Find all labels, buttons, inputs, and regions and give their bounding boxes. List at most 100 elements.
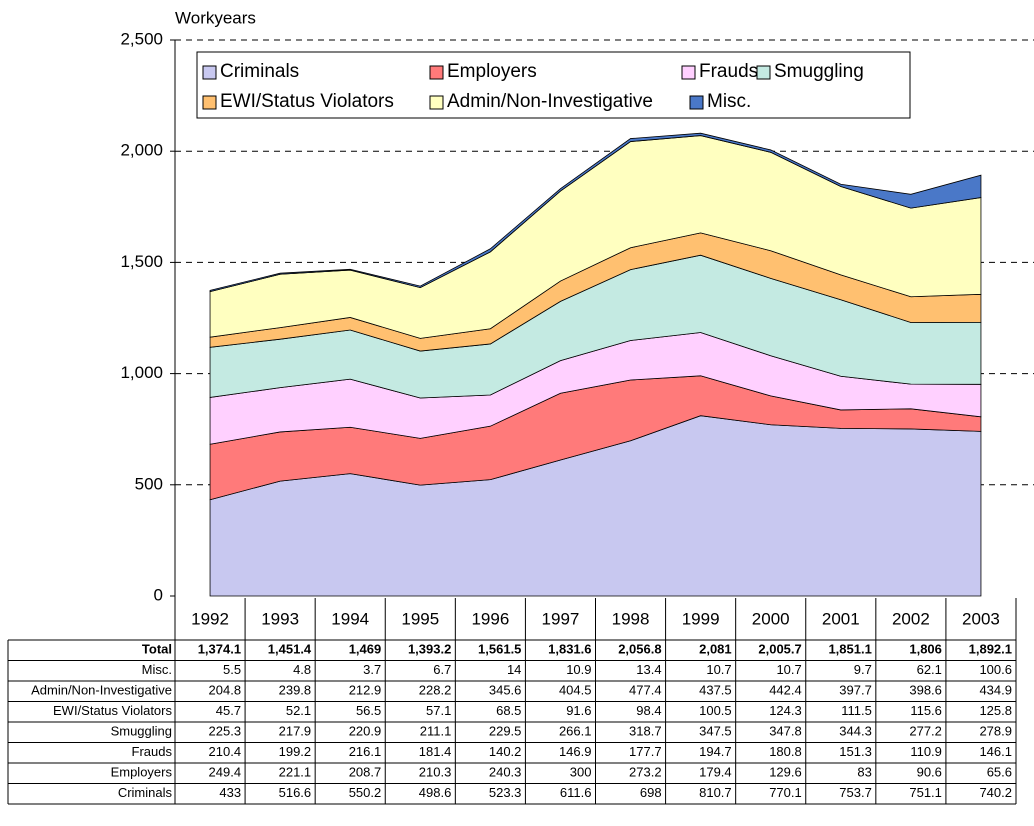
legend-label: Smuggling bbox=[774, 61, 864, 82]
x-tick-label: 1999 bbox=[682, 609, 720, 628]
table-cell: 433 bbox=[219, 785, 241, 800]
table-cell: 204.8 bbox=[209, 683, 242, 698]
x-tick-label: 1992 bbox=[191, 609, 229, 628]
table-cell: 1,831.6 bbox=[548, 642, 591, 657]
row-label: Total bbox=[142, 642, 172, 657]
table-cell: 4.8 bbox=[293, 662, 311, 677]
row-label: Smuggling bbox=[111, 724, 172, 739]
table-cell: 434.9 bbox=[979, 683, 1012, 698]
legend-label: EWI/Status Violators bbox=[220, 91, 394, 112]
table-cell: 266.1 bbox=[559, 724, 592, 739]
table-cell: 45.7 bbox=[216, 703, 241, 718]
table-cell: 100.5 bbox=[699, 703, 732, 718]
x-tick-label: 2001 bbox=[822, 609, 860, 628]
table-cell: 1,451.4 bbox=[268, 642, 312, 657]
table-cell: 611.6 bbox=[560, 785, 592, 800]
row-label: EWI/Status Violators bbox=[53, 703, 172, 718]
legend-label: Admin/Non-Investigative bbox=[447, 91, 653, 112]
legend-swatch bbox=[429, 95, 444, 110]
table-cell: 100.6 bbox=[979, 662, 1012, 677]
table-cell: 477.4 bbox=[629, 683, 662, 698]
table-cell: 115.6 bbox=[910, 703, 942, 718]
table-cell: 347.5 bbox=[699, 724, 732, 739]
table-cell: 240.3 bbox=[489, 765, 522, 780]
row-label: Misc. bbox=[142, 662, 172, 677]
row-label: Frauds bbox=[132, 744, 173, 759]
table-cell: 404.5 bbox=[559, 683, 592, 698]
table-cell: 810.7 bbox=[699, 785, 732, 800]
table-cell: 740.2 bbox=[979, 785, 1012, 800]
table-cell: 180.8 bbox=[769, 744, 802, 759]
table-cell: 278.9 bbox=[979, 724, 1012, 739]
y-tick-label: 2,500 bbox=[120, 29, 163, 48]
table-cell: 345.6 bbox=[489, 683, 522, 698]
table-cell: 221.1 bbox=[279, 765, 312, 780]
table-cell: 1,806 bbox=[909, 642, 942, 657]
table-cell: 228.2 bbox=[419, 683, 452, 698]
legend-swatch bbox=[756, 65, 771, 80]
table-cell: 1,892.1 bbox=[969, 642, 1012, 657]
table-cell: 140.2 bbox=[489, 744, 522, 759]
table-cell: 57.1 bbox=[426, 703, 451, 718]
legend-label: Employers bbox=[447, 61, 537, 82]
table-cell: 52.1 bbox=[286, 703, 311, 718]
table-cell: 146.9 bbox=[559, 744, 592, 759]
table-cell: 98.4 bbox=[636, 703, 661, 718]
legend-label: Frauds bbox=[699, 61, 758, 82]
x-tick-label: 1997 bbox=[542, 609, 580, 628]
table-cell: 210.4 bbox=[209, 744, 242, 759]
table-cell: 229.5 bbox=[489, 724, 522, 739]
table-cell: 220.9 bbox=[349, 724, 382, 739]
table-cell: 199.2 bbox=[279, 744, 312, 759]
table-cell: 318.7 bbox=[629, 724, 662, 739]
y-tick-label: 2,000 bbox=[120, 141, 163, 160]
x-tick-label: 1998 bbox=[612, 609, 650, 628]
table-cell: 194.7 bbox=[699, 744, 732, 759]
table-cell: 83 bbox=[857, 765, 871, 780]
legend-box bbox=[196, 51, 911, 119]
y-axis-label: Workyears bbox=[175, 8, 256, 27]
table-cell: 1,851.1 bbox=[828, 642, 871, 657]
table-cell: 239.8 bbox=[279, 683, 312, 698]
row-label: Employers bbox=[111, 765, 173, 780]
y-tick-label: 1,500 bbox=[120, 252, 163, 271]
table-cell: 398.6 bbox=[909, 683, 942, 698]
table-cell: 1,561.5 bbox=[478, 642, 521, 657]
table-cell: 210.3 bbox=[419, 765, 452, 780]
legend-label: Misc. bbox=[707, 91, 751, 112]
table-cell: 751.1 bbox=[909, 785, 942, 800]
table-cell: 14 bbox=[507, 662, 521, 677]
x-tick-label: 1994 bbox=[331, 609, 369, 628]
table-cell: 212.9 bbox=[349, 683, 382, 698]
table-cell: 2,081 bbox=[699, 642, 732, 657]
table-cell: 5.5 bbox=[223, 662, 241, 677]
table-cell: 10.7 bbox=[776, 662, 801, 677]
table-cell: 125.8 bbox=[979, 703, 1012, 718]
table-cell: 151.3 bbox=[839, 744, 872, 759]
table-cell: 129.6 bbox=[769, 765, 802, 780]
table-cell: 1,469 bbox=[349, 642, 382, 657]
y-tick-label: 500 bbox=[135, 474, 163, 493]
table-cell: 3.7 bbox=[363, 662, 381, 677]
table-cell: 208.7 bbox=[349, 765, 382, 780]
table-cell: 273.2 bbox=[629, 765, 662, 780]
table-cell: 698 bbox=[640, 785, 662, 800]
table-cell: 9.7 bbox=[854, 662, 872, 677]
table-cell: 300 bbox=[570, 765, 592, 780]
x-tick-label: 1996 bbox=[471, 609, 509, 628]
legend-swatch bbox=[681, 65, 696, 80]
table-cell: 211.1 bbox=[420, 724, 452, 739]
table-cell: 770.1 bbox=[769, 785, 802, 800]
table-cell: 277.2 bbox=[909, 724, 942, 739]
table-cell: 225.3 bbox=[209, 724, 242, 739]
legend-swatch bbox=[202, 65, 217, 80]
x-tick-label: 2002 bbox=[892, 609, 930, 628]
legend-swatch bbox=[202, 95, 217, 110]
table-cell: 550.2 bbox=[349, 785, 382, 800]
table-cell: 13.4 bbox=[636, 662, 661, 677]
table-cell: 10.7 bbox=[706, 662, 731, 677]
table-cell: 6.7 bbox=[433, 662, 451, 677]
table-cell: 177.7 bbox=[629, 744, 662, 759]
table-cell: 2,005.7 bbox=[758, 642, 801, 657]
